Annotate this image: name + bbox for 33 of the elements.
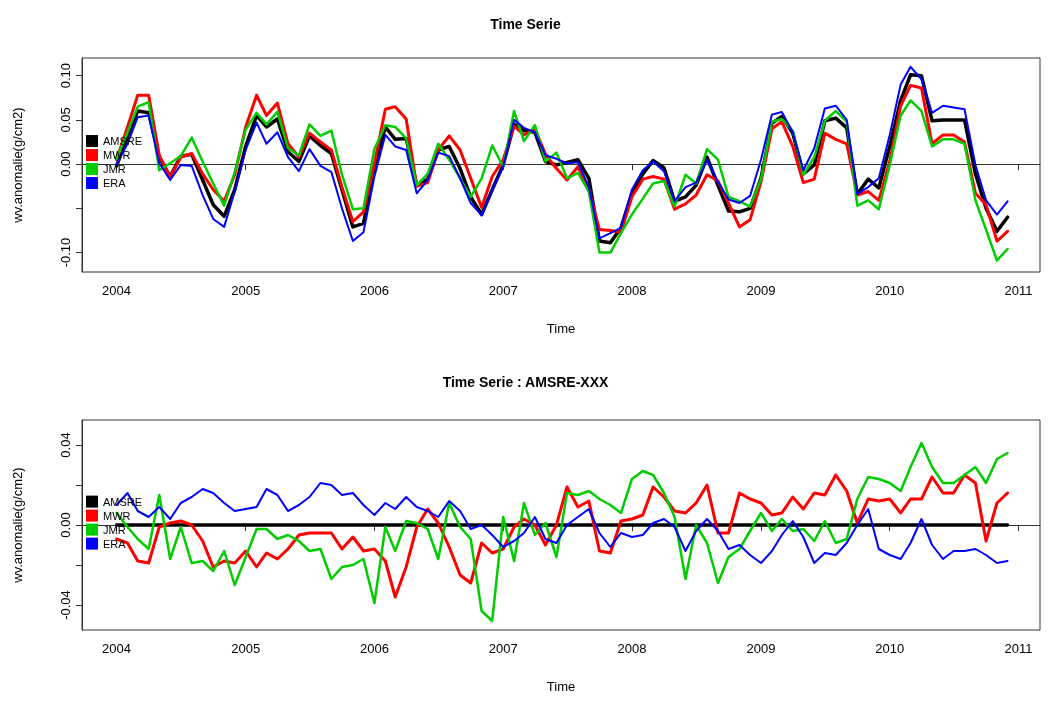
x-tick-label: 2008 (617, 641, 647, 656)
y-axis-title: wv.anomalie(g/cm2) (10, 107, 25, 224)
legend-label: JMR (103, 523, 126, 536)
y-tick-label: -0.10 (58, 237, 73, 268)
chart-title: Time Serie : AMSRE-XXX (442, 374, 610, 390)
y-tick-label: 0.00 (58, 151, 73, 177)
x-tick-label: 2004 (102, 641, 132, 656)
chart-title: Time Serie (490, 16, 561, 32)
x-tick-label: 2010 (875, 641, 905, 656)
y-tick-label: 0.05 (58, 107, 73, 133)
x-tick-label: 2005 (231, 283, 261, 298)
x-tick-label: 2007 (488, 283, 518, 298)
x-tick-label: 2011 (1004, 641, 1033, 656)
x-tick-label: 2008 (617, 283, 647, 298)
x-tick-label: 2005 (231, 641, 261, 656)
x-axis-title: Time (546, 321, 576, 336)
x-tick-label: 2007 (488, 641, 518, 656)
x-tick-label: 2011 (1004, 283, 1033, 298)
x-tick-label: 2009 (746, 283, 776, 298)
y-tick-label: -0.04 (58, 590, 73, 620)
y-tick-label: 0.00 (58, 512, 73, 538)
y-tick-label: 0.04 (58, 432, 73, 458)
x-tick-label: 2004 (102, 283, 132, 298)
x-tick-label: 2006 (359, 283, 389, 298)
x-tick-label: 2009 (746, 641, 776, 656)
legend-label: ERA (103, 537, 127, 550)
x-tick-label: 2010 (875, 283, 905, 298)
y-tick-label: 0.10 (58, 63, 73, 89)
x-axis-title: Time (546, 679, 576, 694)
x-tick-label: 2006 (359, 641, 389, 656)
legend-label: ERA (103, 177, 127, 190)
legend-label: JMR (103, 163, 126, 176)
y-axis-title: wv.anomalie(g/cm2) (10, 467, 25, 584)
